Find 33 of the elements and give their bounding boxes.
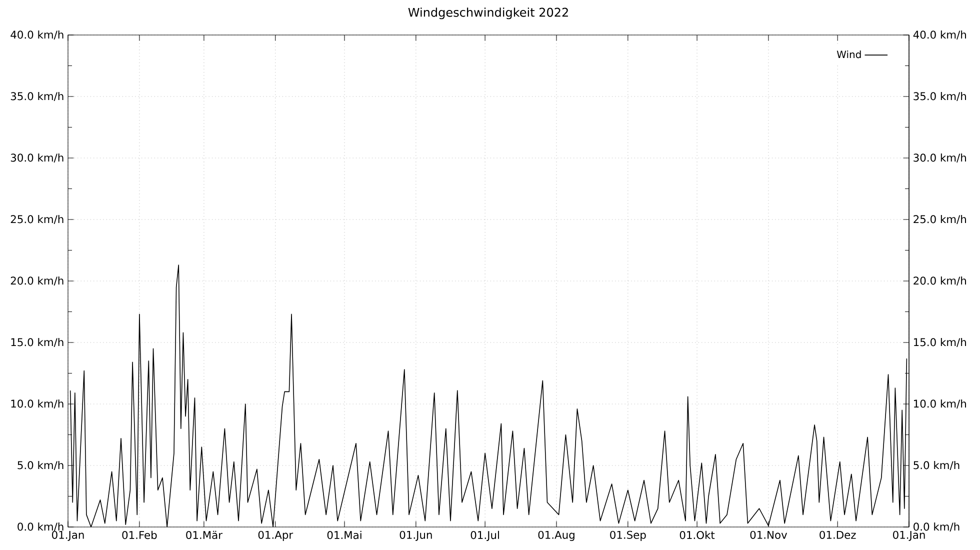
y2-tick-label: 40.0 km/h <box>913 30 966 40</box>
x-tick-label: 01.Sep <box>610 530 646 541</box>
y2-tick-label: 10.0 km/h <box>914 399 966 409</box>
x-tick-label: 01.Dez <box>820 530 856 539</box>
legend-label: Wind <box>836 50 861 58</box>
y-tick-label: 10.0 km/h <box>11 399 64 409</box>
y2-tick-label: 20.0 km/h <box>914 276 966 286</box>
y-tick-label: 15.0 km/h <box>11 338 64 348</box>
chart-title: Windgeschwindigkeit 2022 <box>408 8 568 20</box>
x-tick-label: 01.Aug <box>538 530 574 541</box>
x-tick-label: 01.Mai <box>327 530 362 540</box>
y-tick-label: 30.0 km/h <box>10 153 64 163</box>
y-tick-label: 20.0 km/h <box>10 276 64 286</box>
y-tick-label: 25.0 km/h <box>10 214 64 224</box>
x-tick-label: 01.Okt <box>680 530 715 540</box>
y-tick-label: 0.0 km/h <box>18 522 64 532</box>
y2-tick-label: 35.0 km/h <box>914 92 966 102</box>
y-tick-label: 40.0 km/h <box>10 30 64 40</box>
x-tick-label: 01.Feb <box>122 530 157 540</box>
x-tick-label: 01.Nov <box>750 530 788 539</box>
x-tick-label: 01.Jan <box>893 530 925 541</box>
y-tick-label: 35.0 km/h <box>10 92 64 102</box>
y2-tick-label: 5.0 km/h <box>914 460 960 470</box>
x-tick-label: 01.Jul <box>470 530 499 542</box>
y2-tick-label: 15.0 km/h <box>914 338 966 348</box>
x-tick-label: 01.Apr <box>258 530 294 541</box>
y2-tick-label: 0.0 km/h <box>914 522 960 532</box>
x-tick-label: 01.Jan <box>52 530 84 541</box>
y-tick-label: 5.0 km/h <box>18 460 64 470</box>
y2-tick-label: 25.0 km/h <box>914 214 966 224</box>
x-tick-label: 01.Jun <box>400 530 432 541</box>
y2-tick-label: 30.0 km/h <box>914 153 966 163</box>
x-tick-label: 01.Mär <box>186 530 222 540</box>
